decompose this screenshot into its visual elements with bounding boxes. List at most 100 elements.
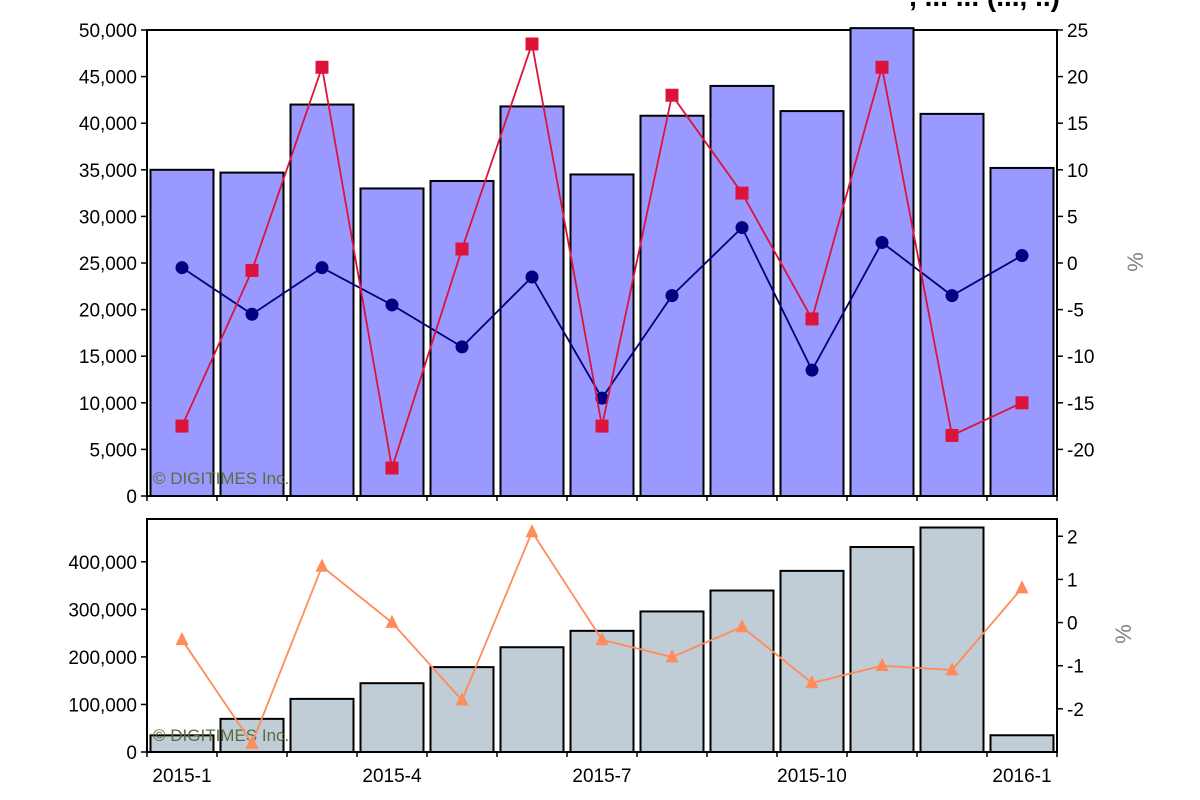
- bar-2015-3: [289, 103, 355, 497]
- bar-2015-11: [849, 27, 915, 498]
- left-tick-label: 35,000: [79, 161, 137, 182]
- bar-2015-11: [849, 546, 915, 754]
- point-triangle-2015-4: [385, 614, 399, 628]
- point-square-2015-8: [665, 88, 679, 102]
- watermark-text: © DIGITIMES Inc.: [153, 469, 289, 488]
- right-tick-label: 1: [1067, 570, 1078, 591]
- point-square-2015-5: [455, 242, 469, 256]
- x-tick-label: 2016-1: [992, 766, 1051, 787]
- left-tick-label: 0: [126, 743, 137, 764]
- right-tick-label: -1: [1067, 657, 1084, 678]
- point-circle-2015-5: [455, 340, 469, 354]
- bar-2015-9: [709, 84, 775, 497]
- right-tick-label: 2: [1067, 527, 1078, 548]
- point-circle-2015-6: [525, 270, 539, 284]
- point-square-2015-9: [735, 186, 749, 200]
- left-tick-label: 0: [126, 487, 137, 508]
- point-triangle-2015-5: [455, 692, 469, 706]
- point-circle-2015-4: [385, 298, 399, 312]
- point-circle-2015-11: [875, 235, 889, 249]
- point-circle-2015-9: [735, 221, 749, 235]
- point-square-2015-7: [595, 419, 609, 433]
- right-tick-label: 25: [1067, 21, 1088, 42]
- bar-2015-5: [429, 666, 495, 753]
- point-triangle-2015-2: [245, 735, 259, 749]
- point-triangle-2015-1: [175, 632, 189, 646]
- bar-2015-8: [639, 114, 705, 498]
- point-square-2015-11: [875, 60, 889, 74]
- bar-2015-8: [639, 610, 705, 754]
- bar-2016-1: [989, 166, 1055, 497]
- point-square-2016-1: [1015, 396, 1029, 410]
- left-tick-label: 200,000: [68, 648, 137, 669]
- left-tick-label: 20,000: [79, 301, 137, 322]
- point-circle-2015-7: [595, 391, 609, 405]
- left-tick-label: 15,000: [79, 347, 137, 368]
- left-tick-label: 10,000: [79, 394, 137, 415]
- bar-2015-4: [359, 187, 425, 497]
- left-tick-label: 45,000: [79, 68, 137, 89]
- bar-2015-7: [569, 629, 635, 754]
- left-tick-label: 400,000: [68, 553, 137, 574]
- top-chart-panel: © DIGITIMES Inc. 0 5,000 10,000 15,000 20,000…: [79, 21, 1148, 508]
- left-tick-label: 50,000: [79, 21, 137, 42]
- right-tick-label: -5: [1067, 301, 1084, 322]
- point-circle-2015-3: [315, 261, 329, 275]
- point-square-2015-3: [315, 60, 329, 74]
- point-circle-2015-8: [665, 289, 679, 303]
- point-triangle-2015-3: [315, 558, 329, 572]
- bar-2015-5: [429, 179, 495, 497]
- point-circle-2015-10: [805, 363, 819, 377]
- left-tick-label: 40,000: [79, 114, 137, 135]
- point-circle-2015-1: [175, 261, 189, 275]
- left-tick-label: 25,000: [79, 254, 137, 275]
- bar-2015-2: [219, 717, 285, 753]
- bar-2015-10: [779, 569, 845, 754]
- right-tick-label: -20: [1067, 440, 1094, 461]
- point-triangle-2015-9: [735, 619, 749, 633]
- point-square-2015-2: [245, 263, 259, 277]
- right-tick-label: 15: [1067, 114, 1088, 135]
- bottom-chart-panel: © DIGITIMES Inc. 0 100,000 200,000 300,000 40…: [68, 518, 1136, 787]
- bar-2015-12: [919, 526, 985, 754]
- right-tick-label: 20: [1067, 68, 1088, 89]
- bar-2015-9: [709, 589, 775, 753]
- chart-title-fragment: , ... ... (..., ..): [909, 0, 1060, 12]
- right-tick-label: 0: [1067, 254, 1078, 275]
- point-square-2015-1: [175, 419, 189, 433]
- right-axis-label: %: [1123, 252, 1148, 272]
- bar-2015-6: [499, 646, 565, 754]
- x-tick-label: 2015-10: [777, 766, 847, 787]
- right-tick-label: -10: [1067, 347, 1094, 368]
- point-triangle-2015-6: [525, 524, 539, 538]
- left-tick-label: 300,000: [68, 600, 137, 621]
- point-triangle-2016-1: [1015, 580, 1029, 594]
- right-tick-label: -15: [1067, 394, 1094, 415]
- bar-2015-7: [569, 173, 635, 498]
- right-tick-label: 0: [1067, 614, 1078, 635]
- point-triangle-2015-7: [595, 632, 609, 646]
- x-tick-label: 2015-1: [152, 766, 211, 787]
- x-tick-label: 2015-7: [572, 766, 631, 787]
- point-square-2015-10: [805, 312, 819, 326]
- bar-2016-1: [989, 734, 1055, 753]
- bar-2015-1: [149, 168, 215, 498]
- point-square-2015-4: [385, 461, 399, 475]
- right-tick-label: -2: [1067, 700, 1084, 721]
- watermark-text: © DIGITIMES Inc.: [153, 726, 289, 745]
- right-axis-label: %: [1111, 624, 1136, 644]
- bar-2015-4: [359, 682, 425, 753]
- bar-2015-1: [149, 734, 215, 753]
- right-tick-label: 5: [1067, 207, 1078, 228]
- left-tick-label: 100,000: [68, 695, 137, 716]
- bar-2015-3: [289, 697, 355, 753]
- point-square-2015-12: [945, 428, 959, 442]
- point-triangle-2015-12: [945, 662, 959, 676]
- point-triangle-2015-10: [805, 675, 819, 689]
- point-triangle-2015-11: [875, 657, 889, 672]
- point-circle-2016-1: [1015, 249, 1029, 263]
- point-triangle-2015-8: [665, 649, 679, 663]
- left-tick-label: 30,000: [79, 207, 137, 228]
- x-tick-label: 2015-4: [362, 766, 422, 787]
